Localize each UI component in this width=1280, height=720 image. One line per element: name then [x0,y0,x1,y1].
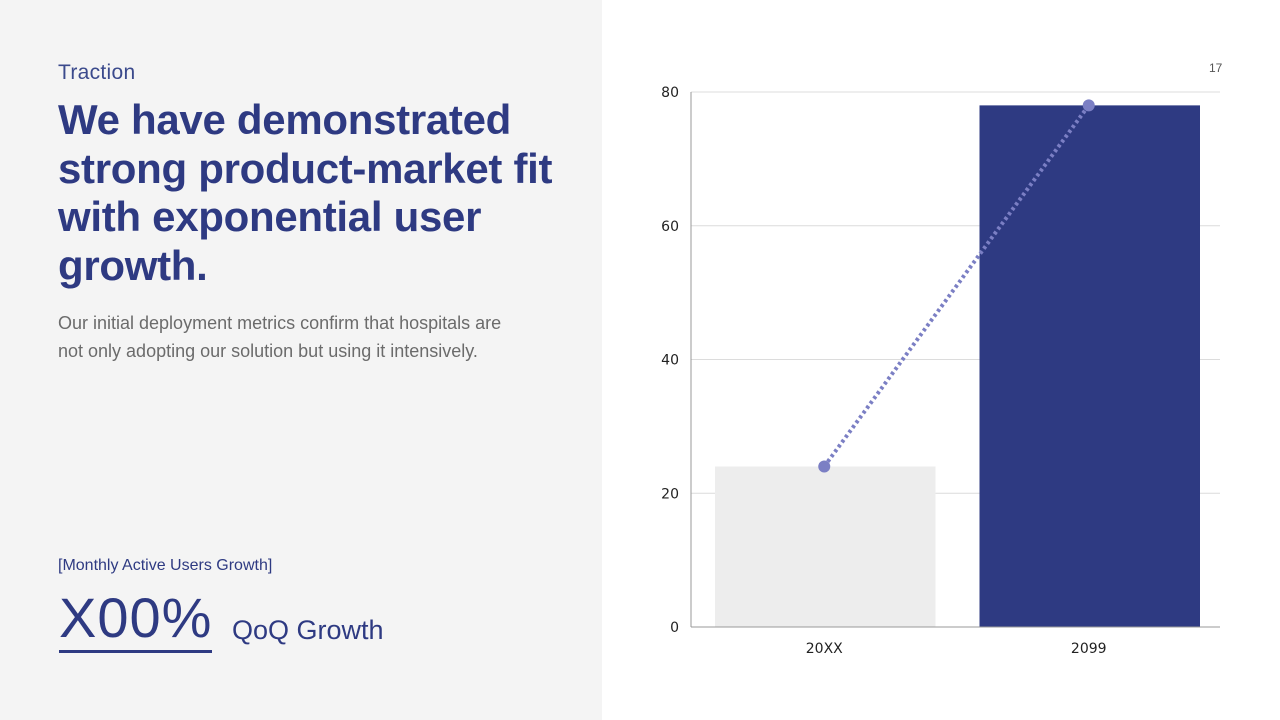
metric-caption: QoQ Growth [232,615,384,645]
y-tick-label: 60 [661,219,679,235]
trend-line [822,104,1091,468]
metric-value: X00% [59,586,213,653]
metric-label: [Monthly Active Users Growth] [58,557,273,574]
section-label: Traction [58,61,136,84]
y-tick-label: 40 [661,353,679,369]
left-panel: Traction We have demonstrated strong pro… [0,0,602,720]
y-tick-label: 80 [661,85,679,101]
y-tick-label: 0 [670,620,679,636]
y-tick-label: 20 [661,486,679,502]
x-tick-label: 2099 [1071,641,1107,657]
trend-point [818,460,831,473]
page-number: 17 [1209,61,1223,75]
trend-point [1082,99,1095,112]
headline: We have demonstrated strong product-mark… [58,96,553,289]
x-tick-label: 20XX [806,641,843,657]
bar [979,105,1200,627]
body-text: Our initial deployment metrics confirm t… [58,313,502,361]
bar [715,466,936,627]
